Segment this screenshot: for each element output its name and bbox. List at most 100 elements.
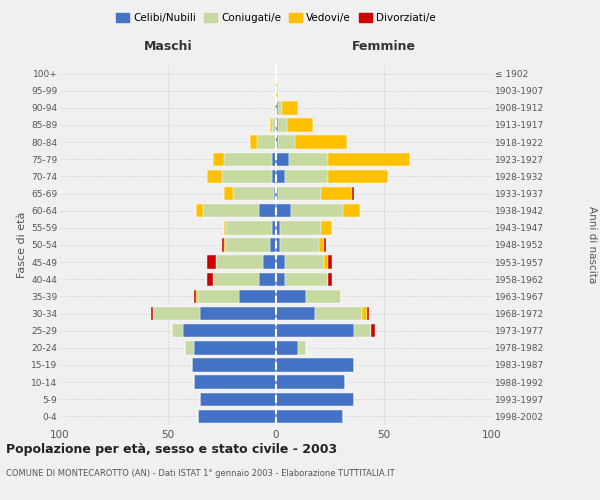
Bar <box>278 136 295 149</box>
Bar <box>269 238 276 252</box>
Bar <box>343 204 360 218</box>
Bar <box>272 221 276 234</box>
Bar <box>226 221 272 234</box>
Bar <box>224 221 226 234</box>
Bar <box>328 256 332 269</box>
Bar <box>274 101 276 114</box>
Bar <box>239 290 276 303</box>
Bar <box>284 256 323 269</box>
Bar <box>328 170 388 183</box>
Bar <box>250 136 257 149</box>
Bar <box>257 136 276 149</box>
Bar <box>315 307 362 320</box>
Bar <box>172 324 183 338</box>
Bar <box>276 392 354 406</box>
Text: Anni di nascita: Anni di nascita <box>587 206 597 284</box>
Bar <box>215 256 263 269</box>
Bar <box>198 290 239 303</box>
Bar <box>287 118 313 132</box>
Bar <box>352 187 354 200</box>
Text: Popolazione per età, sesso e stato civile - 2003: Popolazione per età, sesso e stato civil… <box>6 442 337 456</box>
Bar <box>276 152 289 166</box>
Bar <box>295 136 347 149</box>
Y-axis label: Fasce di età: Fasce di età <box>17 212 27 278</box>
Text: Femmine: Femmine <box>352 40 416 53</box>
Bar <box>185 341 194 354</box>
Bar <box>276 410 343 423</box>
Bar <box>203 204 259 218</box>
Bar <box>276 170 284 183</box>
Bar <box>272 152 276 166</box>
Text: COMUNE DI MONTECAROTTO (AN) - Dati ISTAT 1° gennaio 2003 - Elaborazione TUTTITAL: COMUNE DI MONTECAROTTO (AN) - Dati ISTAT… <box>6 469 395 478</box>
Bar <box>276 187 278 200</box>
Bar <box>207 272 214 286</box>
Bar <box>328 272 332 286</box>
Bar <box>194 290 196 303</box>
Bar <box>224 187 233 200</box>
Bar <box>207 256 215 269</box>
Bar <box>276 272 284 286</box>
Bar <box>276 238 280 252</box>
Bar <box>263 256 276 269</box>
Bar <box>224 152 272 166</box>
Bar <box>151 307 153 320</box>
Bar <box>276 204 291 218</box>
Bar <box>269 118 272 132</box>
Bar <box>198 410 276 423</box>
Bar <box>306 290 341 303</box>
Bar <box>278 118 287 132</box>
Bar <box>200 392 276 406</box>
Bar <box>196 290 198 303</box>
Bar <box>283 101 298 114</box>
Text: Maschi: Maschi <box>143 40 193 53</box>
Bar <box>280 221 322 234</box>
Bar <box>200 307 276 320</box>
Bar <box>298 341 306 354</box>
Bar <box>183 324 276 338</box>
Bar <box>276 341 298 354</box>
Bar <box>259 204 276 218</box>
Bar <box>276 84 278 98</box>
Bar <box>222 170 272 183</box>
Bar <box>280 238 319 252</box>
Bar <box>291 204 343 218</box>
Bar <box>226 238 269 252</box>
Bar <box>276 307 315 320</box>
Bar <box>192 358 276 372</box>
Bar <box>354 324 371 338</box>
Legend: Celibi/Nubili, Coniugati/e, Vedovi/e, Divorziati/e: Celibi/Nubili, Coniugati/e, Vedovi/e, Di… <box>112 9 440 28</box>
Bar <box>322 221 332 234</box>
Bar <box>276 358 354 372</box>
Bar <box>196 204 203 218</box>
Bar <box>367 307 369 320</box>
Bar <box>233 187 274 200</box>
Bar <box>153 307 200 320</box>
Bar <box>274 187 276 200</box>
Bar <box>362 307 367 320</box>
Bar <box>222 238 224 252</box>
Bar <box>259 272 276 286</box>
Bar <box>272 170 276 183</box>
Bar <box>207 170 222 183</box>
Bar <box>289 152 328 166</box>
Bar <box>278 187 322 200</box>
Bar <box>214 272 259 286</box>
Bar <box>194 376 276 389</box>
Bar <box>276 376 345 389</box>
Bar <box>276 290 306 303</box>
Bar <box>371 324 376 338</box>
Bar <box>194 341 276 354</box>
Bar <box>214 152 224 166</box>
Bar <box>276 324 354 338</box>
Bar <box>323 238 326 252</box>
Bar <box>276 136 278 149</box>
Bar <box>328 152 410 166</box>
Bar <box>276 118 278 132</box>
Bar <box>323 256 328 269</box>
Bar <box>284 170 328 183</box>
Bar <box>224 238 226 252</box>
Bar <box>278 101 283 114</box>
Bar <box>284 272 328 286</box>
Bar <box>319 238 323 252</box>
Bar <box>276 101 278 114</box>
